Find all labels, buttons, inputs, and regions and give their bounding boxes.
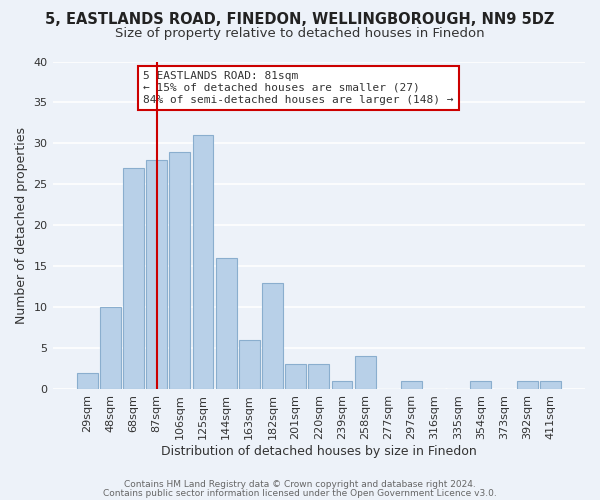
Y-axis label: Number of detached properties: Number of detached properties — [15, 126, 28, 324]
Bar — [169, 152, 190, 389]
Text: Contains public sector information licensed under the Open Government Licence v3: Contains public sector information licen… — [103, 488, 497, 498]
Bar — [470, 381, 491, 389]
Bar — [332, 381, 352, 389]
Text: 5, EASTLANDS ROAD, FINEDON, WELLINGBOROUGH, NN9 5DZ: 5, EASTLANDS ROAD, FINEDON, WELLINGBOROU… — [46, 12, 554, 28]
Bar — [77, 372, 98, 389]
Bar — [123, 168, 144, 389]
Bar — [239, 340, 260, 389]
Text: Contains HM Land Registry data © Crown copyright and database right 2024.: Contains HM Land Registry data © Crown c… — [124, 480, 476, 489]
Text: Size of property relative to detached houses in Finedon: Size of property relative to detached ho… — [115, 28, 485, 40]
Bar — [308, 364, 329, 389]
Text: 5 EASTLANDS ROAD: 81sqm
← 15% of detached houses are smaller (27)
84% of semi-de: 5 EASTLANDS ROAD: 81sqm ← 15% of detache… — [143, 72, 454, 104]
X-axis label: Distribution of detached houses by size in Finedon: Distribution of detached houses by size … — [161, 444, 476, 458]
Bar — [540, 381, 561, 389]
Bar — [146, 160, 167, 389]
Bar — [216, 258, 236, 389]
Bar — [401, 381, 422, 389]
Bar — [517, 381, 538, 389]
Bar — [355, 356, 376, 389]
Bar — [193, 135, 214, 389]
Bar — [285, 364, 306, 389]
Bar — [100, 307, 121, 389]
Bar — [262, 282, 283, 389]
